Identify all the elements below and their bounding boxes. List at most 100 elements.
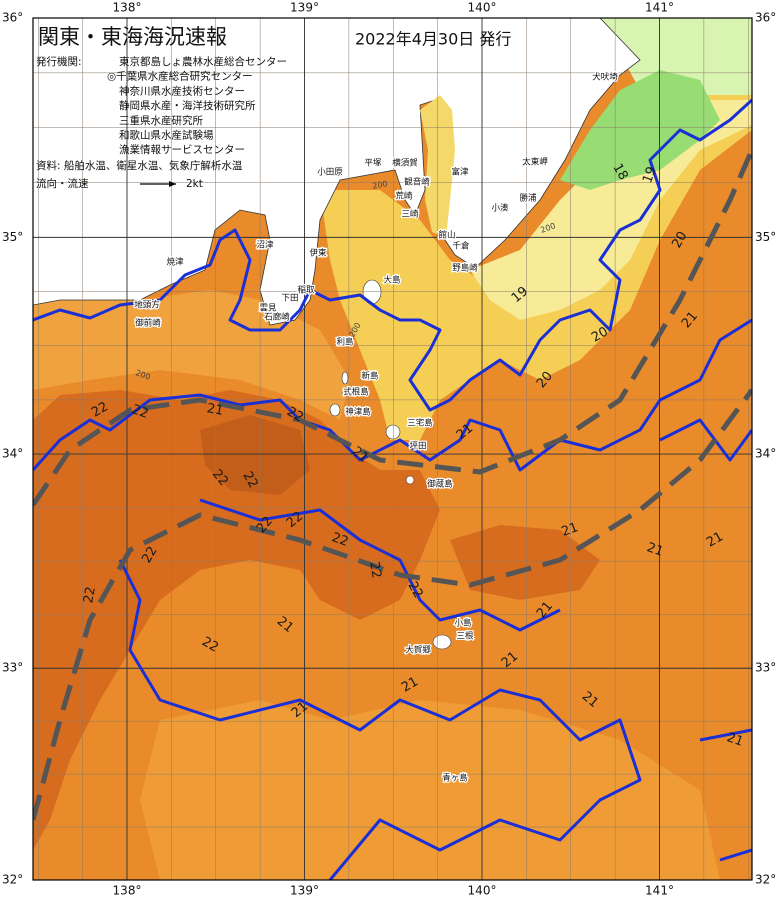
isotherm-label: 22 <box>366 561 384 580</box>
island <box>405 475 415 485</box>
issuer: 三重県水産研究所 <box>119 114 203 127</box>
place-name: 犬吠埼 <box>592 72 618 83</box>
place-name: 三根 <box>456 631 474 642</box>
lat-tick-label: 36° <box>2 11 23 25</box>
place-name: 富津 <box>451 167 469 178</box>
isotherm <box>199 498 561 632</box>
isotherm-label: 21 <box>399 674 421 695</box>
lon-tick-label: 141° <box>645 884 674 898</box>
isotherm <box>699 728 752 862</box>
lat-tick-label: 35° <box>755 230 776 244</box>
lat-tick-label: 32° <box>2 873 23 887</box>
isotherm <box>33 98 752 412</box>
lon-tick-label: 139° <box>290 1 319 15</box>
place-name: 観音崎 <box>404 177 430 188</box>
flow-scale: 2kt <box>186 178 203 190</box>
isotherms <box>33 98 752 880</box>
lon-tick-label: 138° <box>113 1 142 15</box>
flow-label: 流向・流速 <box>36 177 89 190</box>
isotherm-label: 19 <box>640 165 660 186</box>
isotherm-label: 21 <box>725 730 746 750</box>
place-name: 大島 <box>383 275 401 286</box>
place-name: 荒崎 <box>395 191 413 202</box>
issuer: 漁業情報サービスセンター <box>119 143 245 156</box>
isotherm-label: 21 <box>704 529 726 550</box>
place-name: 御蔵島 <box>427 479 453 490</box>
place-name: 沼津 <box>256 240 274 251</box>
map-title: 関東・東海海況速報 <box>38 25 227 49</box>
place-name: 新島 <box>361 371 379 382</box>
current-line <box>33 148 752 507</box>
isotherm-label: 22 <box>330 530 351 550</box>
place-name: 利島 <box>336 337 354 348</box>
place-name: 横須賀 <box>392 158 418 169</box>
place-name: 小湊 <box>491 203 509 214</box>
isotherm-label: 22 <box>89 399 111 420</box>
isotherm-label: 21 <box>645 540 666 560</box>
place-name: 雲見 <box>259 304 277 314</box>
place-name: 式根島 <box>343 387 369 398</box>
place-name: 石廊崎 <box>264 312 290 323</box>
warm-core <box>200 415 310 495</box>
place-name: 坪田 <box>409 442 426 452</box>
lat-tick-label: 33° <box>755 661 776 675</box>
place-name: 勝浦 <box>519 193 537 204</box>
lon-tick-label: 140° <box>468 884 497 898</box>
isotherm <box>33 318 752 472</box>
flow-arrowhead <box>169 181 176 187</box>
current-line <box>33 388 752 821</box>
issuer: 神奈川県水産技術センター <box>119 84 245 97</box>
place-name: 焼津 <box>166 257 184 268</box>
isotherm-label: 21 <box>560 520 581 540</box>
lon-tick-label: 141° <box>645 1 674 15</box>
island <box>341 371 349 385</box>
lat-tick-label: 34° <box>755 447 776 461</box>
place-name: 小島 <box>454 618 472 629</box>
coastal-water <box>560 70 720 190</box>
island <box>441 774 447 780</box>
island <box>432 634 452 650</box>
place-name: 稲取 <box>297 285 315 296</box>
place-name: 大賀郷 <box>405 645 431 656</box>
cool-area <box>140 700 720 880</box>
kuroshio-axis <box>33 148 752 821</box>
lon-tick-label: 140° <box>468 1 497 15</box>
sources: 資料: 船舶水温、衛星水温、気象庁解析水温 <box>36 159 243 172</box>
place-name: 三崎 <box>401 209 419 220</box>
issuer: ◎千葉県水産総合研究センター <box>107 70 253 83</box>
place-name: 平塚 <box>364 159 382 169</box>
grid <box>33 18 752 880</box>
lat-tick-label: 33° <box>2 661 23 675</box>
isotherm-label: 20 <box>669 229 690 251</box>
map-frame <box>32 17 753 881</box>
place-name: 小田原 <box>317 167 343 178</box>
isotherm-label: 18 <box>609 161 630 183</box>
isotherm-label: 22 <box>404 579 425 601</box>
place-name: 神津島 <box>345 407 371 418</box>
place-name: 青ヶ島 <box>442 773 468 784</box>
issuer: 和歌山県水産試験場 <box>119 129 214 142</box>
lat-tick-label: 34° <box>2 447 23 461</box>
lat-tick-label: 36° <box>755 11 776 25</box>
place-name: 地頭方 <box>134 300 160 311</box>
isotherm-label: 20 <box>589 324 611 345</box>
island <box>346 338 354 346</box>
lat-tick-label: 32° <box>755 873 776 887</box>
place-name: 伊東 <box>309 248 327 259</box>
isotherm-label: 22 <box>139 544 160 566</box>
isotherm-label: 21 <box>206 401 225 419</box>
lon-tick-label: 139° <box>290 884 319 898</box>
issuer: 静岡県水産・海洋技術研究所 <box>119 99 256 112</box>
issuer: 東京都島しょ農林水産総合センター <box>119 55 287 68</box>
island <box>329 403 341 417</box>
isotherm-label: 22 <box>284 404 306 425</box>
depth-label: 200 <box>372 179 389 191</box>
place-name: 館山 <box>438 230 455 241</box>
lat-tick-label: 35° <box>2 230 23 244</box>
place-name: 下田 <box>281 294 298 304</box>
cold-area <box>470 100 752 320</box>
